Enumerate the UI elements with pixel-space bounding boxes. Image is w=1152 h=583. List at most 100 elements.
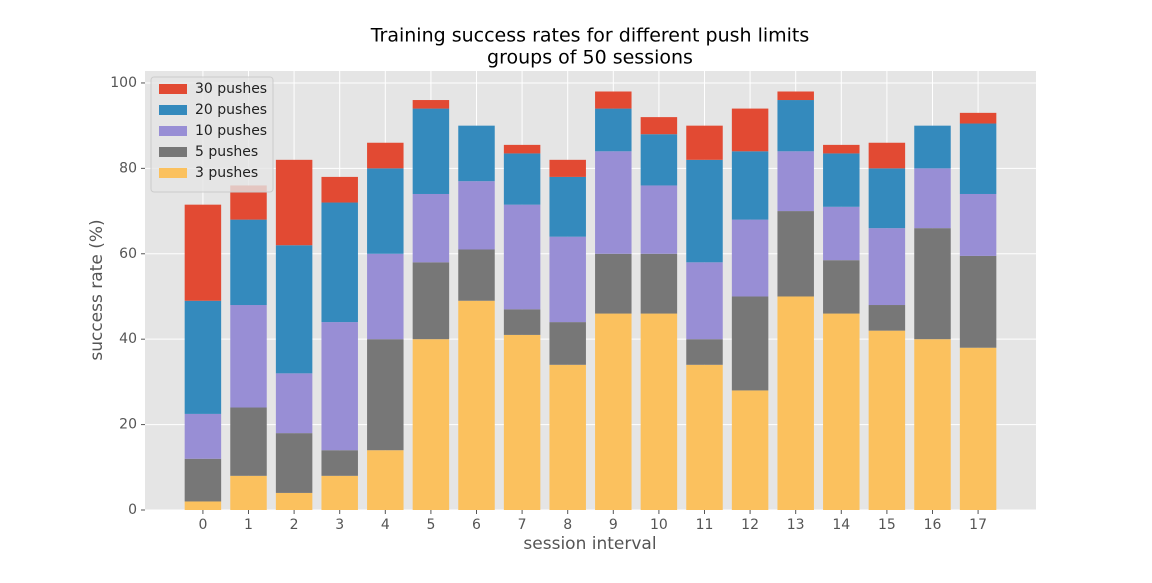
bar-segment: [686, 159, 723, 263]
x-tick-label: 2: [290, 517, 299, 533]
legend-swatch: [159, 147, 187, 157]
legend-swatch: [159, 168, 187, 178]
bar-segment: [458, 300, 495, 510]
bar-segment: [458, 181, 495, 250]
bar-segment: [230, 219, 267, 306]
bar-segment: [640, 253, 678, 314]
bar-segment: [230, 475, 267, 510]
bar-segment: [731, 296, 769, 391]
bar-segment: [503, 153, 541, 205]
bar-segment: [823, 206, 860, 261]
bar-segment: [959, 347, 997, 510]
x-tick-label: 15: [878, 517, 896, 533]
bar-segment: [367, 450, 404, 510]
bar-segment: [367, 142, 404, 169]
bar-segment: [823, 144, 860, 154]
bar-segment: [686, 125, 723, 160]
x-tick-label: 12: [741, 517, 759, 533]
bar-segment: [731, 219, 769, 297]
bar-segment: [503, 309, 541, 335]
bar-segment: [868, 330, 906, 510]
x-tick-label: 16: [924, 517, 942, 533]
bar-segment: [959, 123, 997, 194]
legend-label: 30 pushes: [195, 81, 267, 97]
chart-subtitle: groups of 50 sessions: [487, 47, 693, 69]
bar-segment: [731, 390, 769, 510]
y-tick-label: 20: [119, 417, 137, 433]
bar-segment: [777, 151, 814, 212]
bar-segment: [184, 204, 222, 301]
bar-segment: [367, 253, 404, 340]
x-tick-label: 9: [609, 517, 618, 533]
bar-segment: [458, 249, 495, 301]
bar-segment: [777, 296, 814, 510]
bar-segment: [549, 364, 586, 510]
bar-segment: [868, 142, 906, 169]
bar-segment: [321, 322, 358, 451]
bar-segment: [823, 313, 860, 510]
x-tick-label: 6: [472, 517, 481, 533]
bar-segment: [412, 108, 450, 194]
bar-segment: [549, 159, 586, 177]
bar-segment: [914, 168, 951, 229]
bar-segment: [549, 176, 586, 237]
bar-segment: [868, 228, 906, 306]
bar-segment: [640, 134, 678, 186]
bar-segment: [686, 262, 723, 340]
bar-segment: [686, 339, 723, 365]
bar-segment: [367, 339, 404, 451]
bar-segment: [823, 260, 860, 314]
bar-segment: [640, 117, 678, 135]
bar-segment: [503, 204, 541, 310]
x-tick-label: 1: [244, 517, 253, 533]
x-tick-label: 5: [426, 517, 435, 533]
y-tick-label: 0: [128, 502, 137, 518]
bar-segment: [275, 492, 313, 510]
legend-label: 10 pushes: [195, 123, 267, 139]
bar-segment: [595, 108, 632, 152]
bar-segment: [230, 407, 267, 476]
x-tick-label: 13: [787, 517, 805, 533]
bar-segment: [640, 185, 678, 254]
x-tick-label: 8: [563, 517, 572, 533]
bar-segment: [458, 125, 495, 182]
bar-segment: [230, 305, 267, 408]
legend-label: 5 pushes: [195, 144, 258, 160]
bar-segment: [823, 153, 860, 207]
bar-segment: [868, 168, 906, 229]
x-tick-label: 4: [381, 517, 390, 533]
legend-swatch: [159, 126, 187, 136]
bar-segment: [777, 91, 814, 101]
bar-segment: [184, 413, 222, 459]
bar-segment: [595, 151, 632, 254]
x-tick-label: 17: [969, 517, 987, 533]
bar-segment: [412, 100, 450, 109]
bar-segment: [367, 168, 404, 254]
bar-segment: [959, 112, 997, 124]
bar-segment: [959, 193, 997, 256]
chart-title: Training success rates for different pus…: [370, 25, 810, 47]
x-tick-label: 11: [696, 517, 714, 533]
x-tick-label: 0: [198, 517, 207, 533]
x-tick-label: 14: [832, 517, 850, 533]
bar-segment: [275, 159, 313, 246]
y-tick-label: 100: [110, 75, 137, 91]
bar-segment: [321, 202, 358, 323]
legend-label: 3 pushes: [195, 165, 258, 181]
bar-segment: [503, 334, 541, 510]
x-tick-label: 7: [518, 517, 527, 533]
bar-segment: [184, 501, 222, 510]
bar-segment: [686, 364, 723, 510]
bar-segment: [595, 91, 632, 109]
x-tick-label: 10: [650, 517, 668, 533]
bar-segment: [914, 339, 951, 510]
bar-segment: [321, 450, 358, 476]
legend-label: 20 pushes: [195, 102, 267, 118]
bar-segment: [549, 236, 586, 323]
bar-segment: [595, 253, 632, 314]
bar-segment: [503, 144, 541, 154]
y-tick-label: 80: [119, 160, 137, 176]
y-axis-label: success rate (%): [87, 219, 107, 360]
x-tick-label: 3: [335, 517, 344, 533]
